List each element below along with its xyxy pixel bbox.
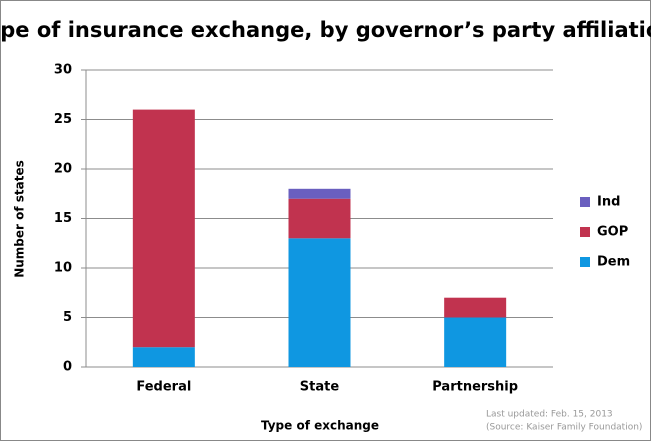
legend-label: Ind bbox=[597, 195, 620, 210]
legend-label: Dem bbox=[597, 255, 630, 270]
annotation: Last updated: Feb. 15, 2013 bbox=[486, 410, 613, 420]
bar-segment bbox=[288, 238, 351, 367]
bar-segment bbox=[132, 347, 195, 367]
legend-swatch bbox=[580, 197, 590, 207]
annotation: (Source: Kaiser Family Foundation) bbox=[486, 423, 642, 433]
x-tick-label: Partnership bbox=[432, 380, 518, 395]
y-tick-label: 0 bbox=[63, 360, 72, 375]
chart-title: Type of insurance exchange, by governor’… bbox=[0, 18, 651, 42]
legend-label: GOP bbox=[597, 225, 628, 240]
bar-segment bbox=[444, 317, 507, 367]
y-tick-label: 30 bbox=[54, 63, 72, 78]
y-tick-label: 10 bbox=[54, 261, 72, 276]
x-tick-label: Federal bbox=[136, 380, 191, 395]
y-axis-label: Number of states bbox=[13, 160, 27, 278]
y-tick-label: 15 bbox=[54, 211, 72, 226]
x-tick-label: State bbox=[300, 380, 340, 395]
y-tick-label: 5 bbox=[63, 310, 72, 325]
y-tick-label: 25 bbox=[54, 112, 72, 127]
bar-segment bbox=[444, 297, 507, 318]
y-tick-label: 20 bbox=[54, 162, 72, 177]
bar-segment bbox=[288, 198, 351, 239]
legend-swatch bbox=[580, 227, 590, 237]
bar-segment bbox=[132, 109, 195, 348]
x-axis-label: Type of exchange bbox=[261, 419, 379, 433]
legend-swatch bbox=[580, 257, 590, 267]
bar-segment bbox=[288, 188, 351, 199]
